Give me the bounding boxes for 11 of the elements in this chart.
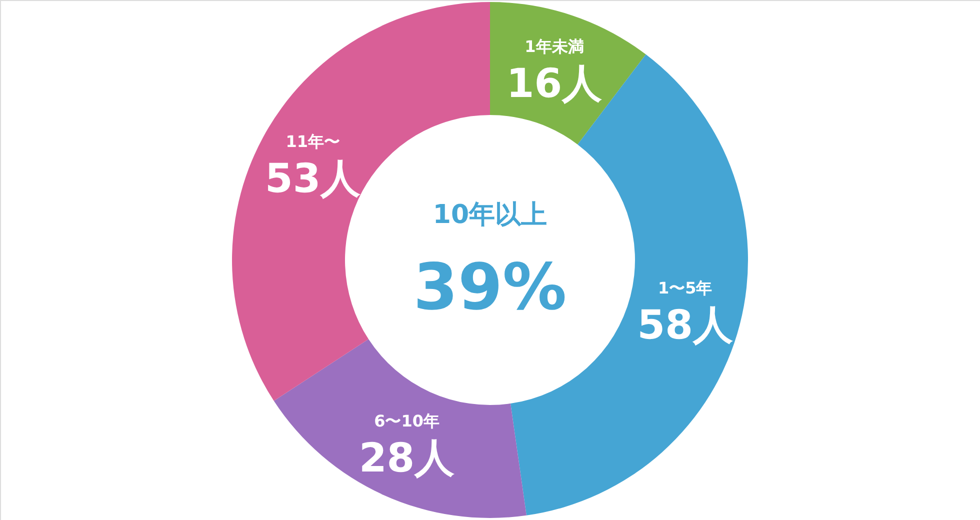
- text: 39%: [413, 251, 567, 325]
- data-label: 53人: [265, 156, 362, 202]
- slice-label: 11年〜: [286, 132, 340, 151]
- slice-label: 1年未満: [524, 37, 584, 56]
- data-label: 58人: [637, 302, 734, 349]
- data-label: 16人: [506, 61, 604, 108]
- slice-label: 6〜10年: [374, 412, 440, 431]
- text: 10年以上: [432, 200, 548, 230]
- donut-slice: [274, 339, 526, 518]
- slice-label: 1〜5年: [658, 278, 712, 298]
- data-label: 28人: [358, 436, 456, 482]
